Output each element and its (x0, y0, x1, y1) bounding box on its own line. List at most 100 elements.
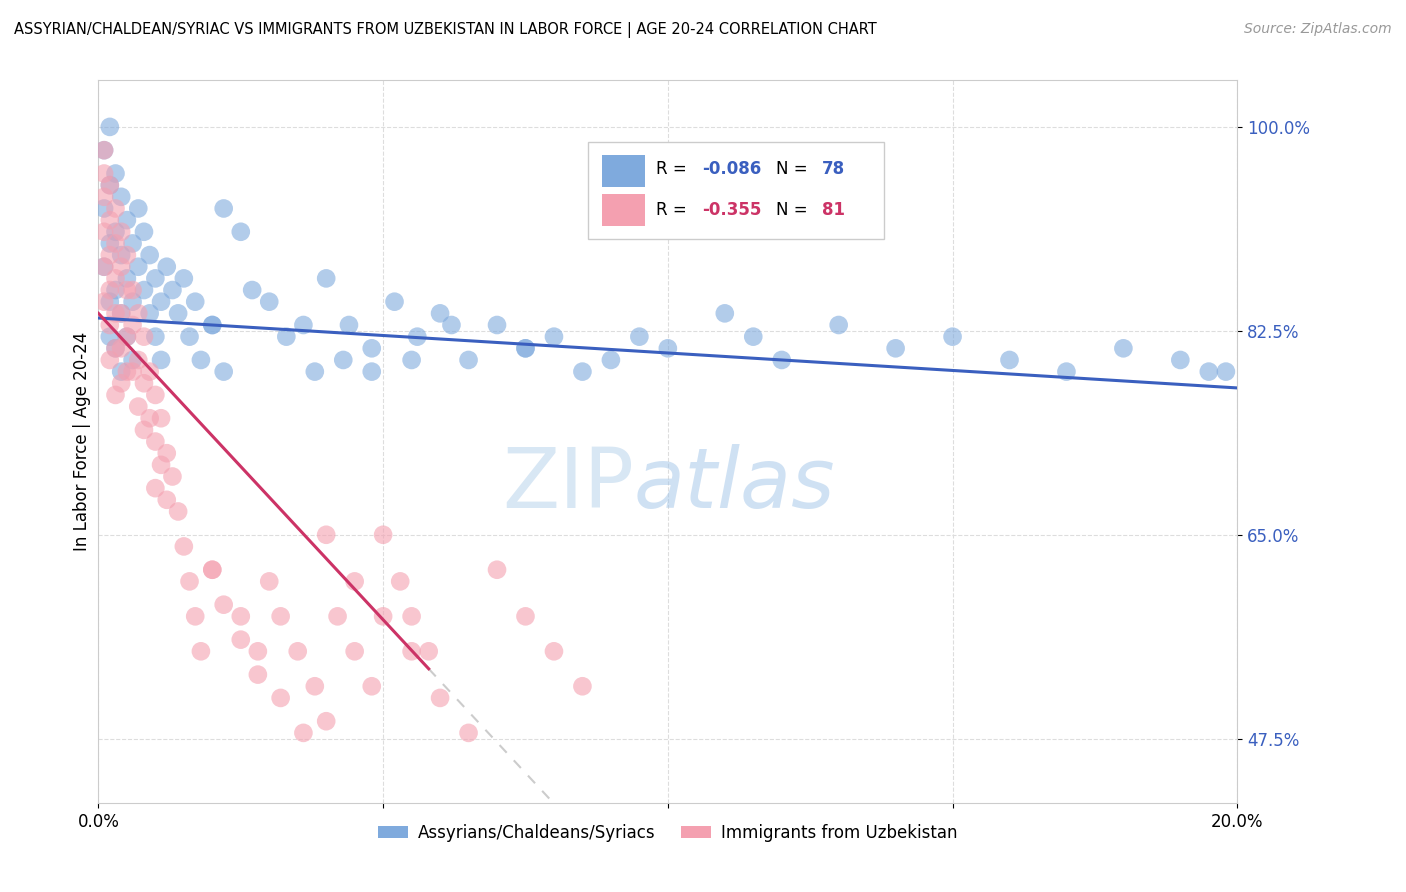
Point (115, 271, 138, 285)
Point (240, 283, 263, 297)
Point (212, 598, 235, 612)
Point (304, 679, 326, 693)
Point (440, 318, 463, 332)
Point (742, 329, 765, 343)
Point (110, 306, 132, 320)
Bar (602, 154, 645, 187)
Text: Source: ZipAtlas.com: Source: ZipAtlas.com (1244, 22, 1392, 37)
Point (998, 353, 1021, 368)
Point (276, 329, 298, 343)
Point (110, 376, 132, 391)
Point (115, 213, 138, 227)
Point (104, 341, 127, 355)
Point (110, 341, 132, 355)
Legend: Assyrians/Chaldeans/Syriacs, Immigrants from Uzbekistan: Assyrians/Chaldeans/Syriacs, Immigrants … (371, 817, 965, 848)
Point (132, 283, 155, 297)
Point (486, 318, 509, 332)
Point (167, 504, 190, 518)
Point (98, 294, 121, 309)
Point (292, 726, 315, 740)
Point (145, 434, 167, 449)
Point (138, 411, 160, 425)
Point (127, 260, 149, 274)
Point (98, 213, 121, 227)
Point (110, 190, 132, 204)
Point (401, 644, 423, 658)
Point (373, 528, 395, 542)
Point (384, 294, 406, 309)
Point (93, 143, 115, 157)
Point (98, 178, 121, 193)
Bar (602, 194, 645, 227)
Point (104, 306, 127, 320)
Point (98, 318, 121, 332)
Point (98, 178, 121, 193)
Point (145, 329, 167, 343)
Point (457, 353, 479, 368)
Point (515, 341, 537, 355)
Point (127, 202, 149, 216)
Point (93, 202, 115, 216)
Point (104, 167, 127, 181)
Point (104, 202, 127, 216)
Text: N =: N = (776, 202, 813, 219)
Point (98, 329, 121, 343)
Text: N =: N = (776, 161, 813, 178)
Point (121, 365, 143, 379)
Point (93, 294, 115, 309)
Point (1170, 353, 1192, 368)
Point (360, 341, 382, 355)
Point (121, 294, 143, 309)
Point (104, 283, 127, 297)
Point (1056, 365, 1078, 379)
Point (401, 353, 423, 368)
Point (104, 271, 127, 285)
Point (418, 644, 440, 658)
Point (145, 481, 167, 495)
Point (115, 365, 138, 379)
Point (304, 365, 326, 379)
Point (138, 365, 160, 379)
Point (229, 632, 252, 647)
Point (93, 260, 115, 274)
Point (127, 306, 149, 320)
Point (600, 353, 623, 368)
Point (121, 236, 143, 251)
Text: -0.086: -0.086 (702, 161, 761, 178)
Point (884, 341, 907, 355)
Point (179, 574, 201, 589)
Point (429, 306, 451, 320)
Point (270, 609, 292, 624)
Point (115, 283, 138, 297)
Point (543, 329, 565, 343)
Point (343, 574, 366, 589)
Point (127, 353, 149, 368)
Point (1198, 365, 1220, 379)
Point (212, 202, 235, 216)
Text: 81: 81 (821, 202, 845, 219)
Point (138, 248, 160, 262)
Point (246, 667, 269, 681)
Point (132, 225, 155, 239)
Point (190, 644, 212, 658)
Point (104, 236, 127, 251)
Point (150, 294, 173, 309)
Point (104, 388, 127, 402)
Point (486, 563, 509, 577)
Point (93, 167, 115, 181)
Point (115, 248, 138, 262)
Point (110, 365, 132, 379)
Point (138, 306, 160, 320)
Point (287, 644, 309, 658)
Point (110, 260, 132, 274)
Point (229, 225, 252, 239)
Point (156, 492, 179, 507)
Text: R =: R = (657, 202, 693, 219)
Point (389, 574, 412, 589)
Point (150, 458, 173, 472)
Point (127, 400, 149, 414)
Point (246, 644, 269, 658)
Point (132, 423, 155, 437)
Point (714, 306, 737, 320)
Point (337, 318, 360, 332)
